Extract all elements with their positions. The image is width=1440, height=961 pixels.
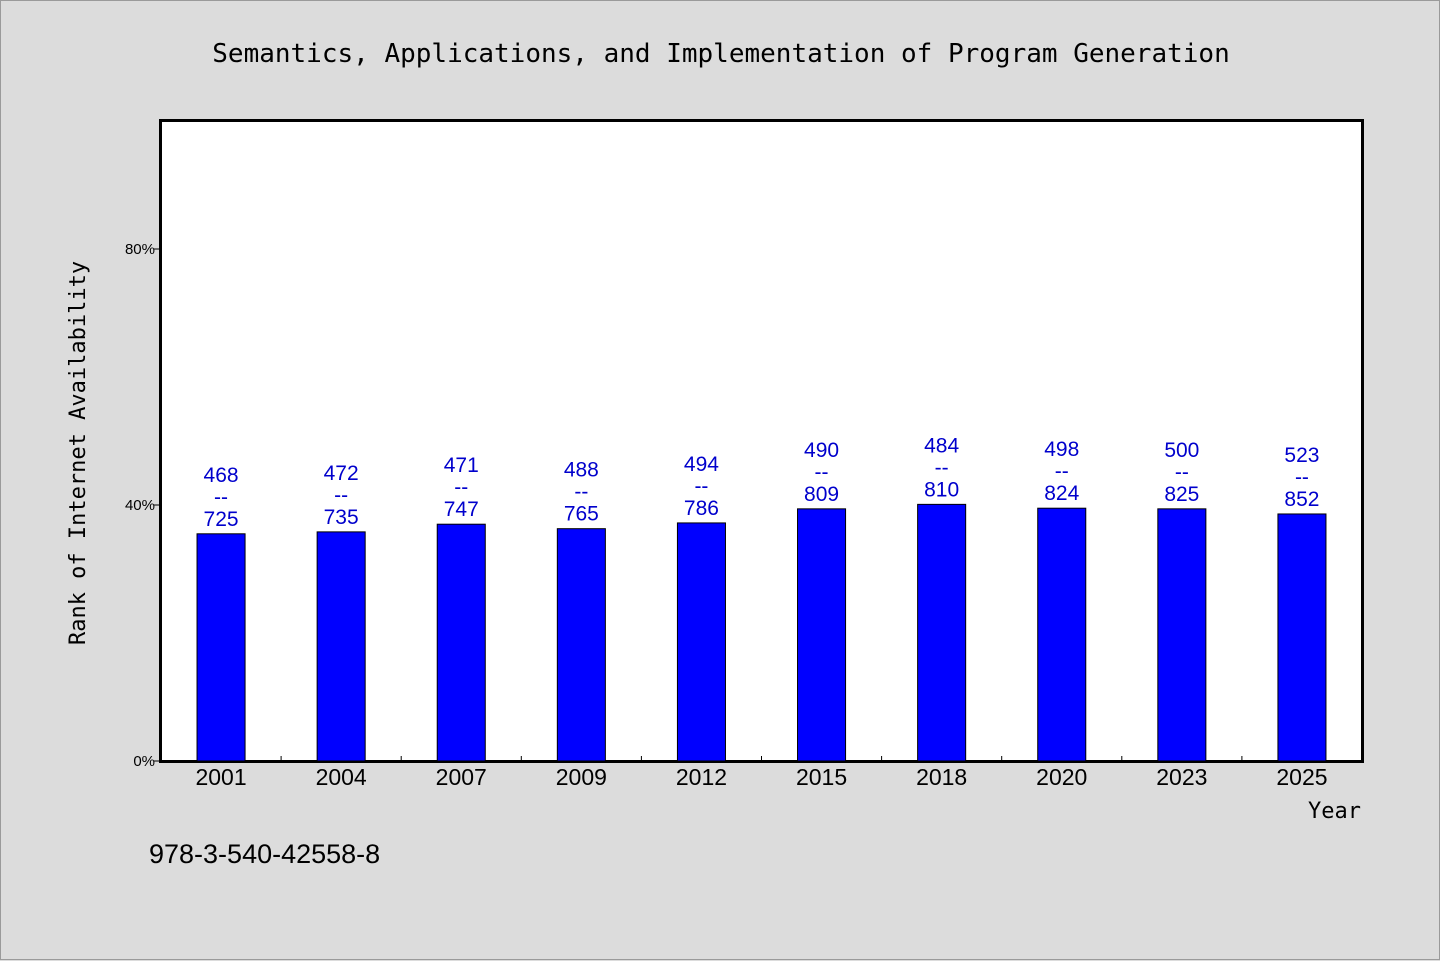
x-axis-label: Year bbox=[1308, 799, 1361, 824]
data-label-sep-2018: -- bbox=[935, 456, 949, 479]
x-tick-label-2009: 2009 bbox=[556, 764, 607, 790]
x-tick-label-2012: 2012 bbox=[676, 764, 727, 790]
x-tick-label-2007: 2007 bbox=[436, 764, 487, 790]
data-label-bottom-2023: 825 bbox=[1164, 483, 1199, 506]
y-tick-label-40: 40% bbox=[125, 497, 155, 514]
y-tick-label-80: 80% bbox=[125, 241, 155, 258]
y-axis-label: Rank of Internet Availability bbox=[66, 261, 91, 645]
data-label-sep-2012: -- bbox=[694, 475, 708, 498]
data-label-top-2023: 500 bbox=[1164, 439, 1199, 462]
bar-2012 bbox=[676, 522, 726, 762]
data-label-top-2018: 484 bbox=[924, 434, 959, 457]
data-label-sep-2020: -- bbox=[1055, 460, 1069, 483]
bar-2020 bbox=[1037, 507, 1087, 762]
data-label-bottom-2009: 765 bbox=[564, 503, 599, 526]
data-label-top-2004: 472 bbox=[324, 462, 359, 485]
y-tick-label-0: 0% bbox=[133, 753, 155, 770]
x-tick-label-2001: 2001 bbox=[195, 764, 246, 790]
bar-2018 bbox=[917, 503, 967, 762]
data-label-sep-2023: -- bbox=[1175, 461, 1189, 484]
data-label-top-2025: 523 bbox=[1284, 444, 1319, 467]
data-label-sep-2004: -- bbox=[334, 484, 348, 507]
data-label-sep-2001: -- bbox=[214, 486, 228, 509]
x-tick-label-2015: 2015 bbox=[796, 764, 847, 790]
data-label-sep-2007: -- bbox=[454, 476, 468, 499]
data-label-bottom-2025: 852 bbox=[1284, 488, 1319, 511]
data-label-sep-2009: -- bbox=[574, 481, 588, 504]
data-label-bottom-2001: 725 bbox=[204, 508, 239, 531]
data-label-bottom-2012: 786 bbox=[684, 497, 719, 520]
x-axis-ticks: 2001 2004 2007 2009 2012 2015 2018 2020 2023 2025 bbox=[195, 756, 1328, 790]
data-label-top-2020: 498 bbox=[1044, 438, 1079, 461]
data-labels-group: 725--468735--472747--471765--488786--494… bbox=[204, 434, 1320, 530]
bar-2007 bbox=[436, 523, 486, 762]
x-tick-label-2004: 2004 bbox=[316, 764, 367, 790]
data-label-bottom-2004: 735 bbox=[324, 506, 359, 529]
data-label-top-2015: 490 bbox=[804, 439, 839, 462]
data-label-top-2007: 471 bbox=[444, 454, 479, 477]
data-label-top-2012: 494 bbox=[684, 453, 719, 476]
data-label-sep-2015: -- bbox=[815, 461, 829, 484]
x-tick-label-2025: 2025 bbox=[1276, 764, 1327, 790]
data-label-bottom-2015: 809 bbox=[804, 483, 839, 506]
bar-2015 bbox=[797, 508, 847, 762]
bars-group bbox=[196, 503, 1327, 762]
data-label-top-2009: 488 bbox=[564, 459, 599, 482]
x-tick-label-2023: 2023 bbox=[1156, 764, 1207, 790]
chart-title: Semantics, Applications, and Implementat… bbox=[212, 39, 1229, 69]
bar-2025 bbox=[1277, 513, 1327, 762]
data-label-sep-2025: -- bbox=[1295, 466, 1309, 489]
data-label-top-2001: 468 bbox=[204, 464, 239, 487]
bar-2001 bbox=[196, 533, 246, 762]
data-label-bottom-2007: 747 bbox=[444, 498, 479, 521]
bar-2009 bbox=[556, 528, 606, 762]
x-tick-label-2020: 2020 bbox=[1036, 764, 1087, 790]
x-tick-label-2018: 2018 bbox=[916, 764, 967, 790]
y-axis-ticks: 0% 40% 80% bbox=[125, 241, 161, 770]
data-label-bottom-2020: 824 bbox=[1044, 482, 1079, 505]
isbn-footnote: 978-3-540-42558-8 bbox=[149, 839, 380, 869]
data-label-bottom-2018: 810 bbox=[924, 478, 959, 501]
bar-2004 bbox=[316, 531, 366, 762]
bar-2023 bbox=[1157, 508, 1207, 762]
